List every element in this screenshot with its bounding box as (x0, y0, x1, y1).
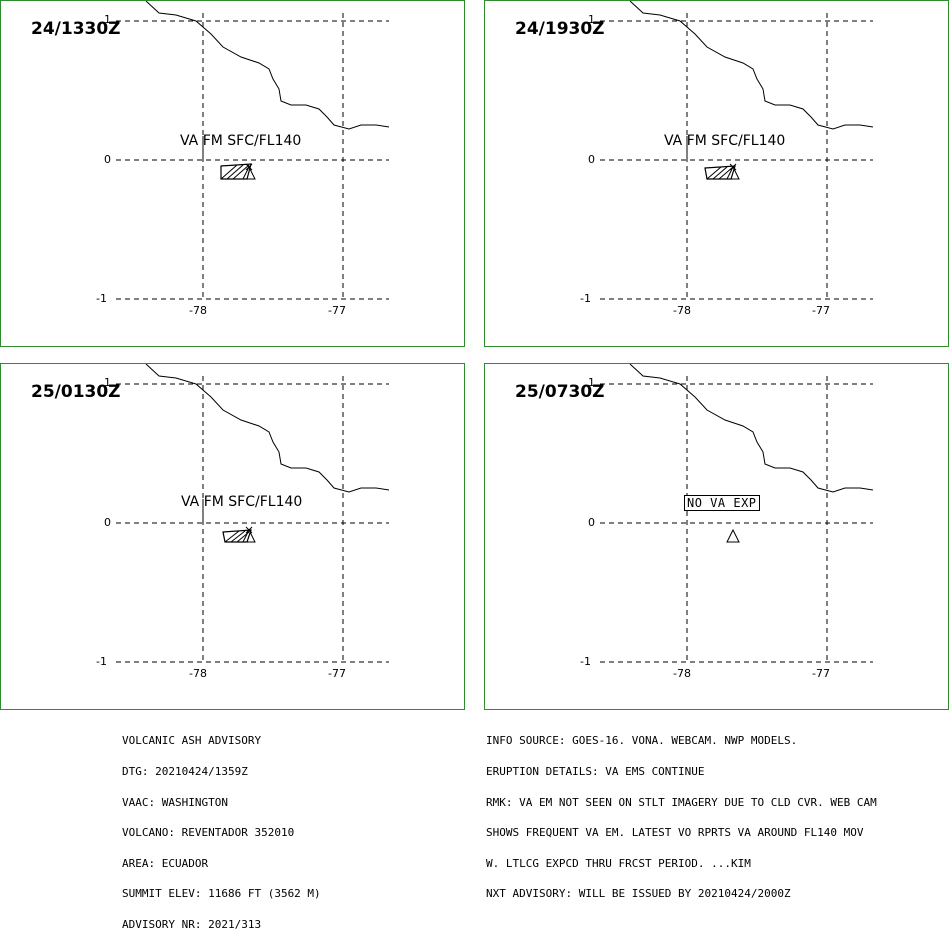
coastline (145, 1, 390, 130)
ash-altitude-label: VA FM SFC/FL140 (181, 494, 303, 510)
forecast-time: 25/0730Z (515, 382, 605, 402)
lon-label-right: -77 (328, 304, 346, 317)
lon-label-left: -78 (673, 304, 691, 317)
lat-label-top: 1 (588, 376, 595, 389)
lat-label-top: 1 (104, 376, 111, 389)
lon-label-right: -77 (812, 304, 830, 317)
map-graphic (116, 1, 390, 300)
map-panel-3: 25/0130Z VA FM SFC/FL140 1 0 -1 -78 -77 (0, 363, 465, 710)
advisory-info-left: VOLCANIC ASH ADVISORY DTG: 20210424/1359… (122, 716, 321, 940)
advisory-line: NXT ADVISORY: WILL BE ISSUED BY 20210424… (486, 887, 791, 901)
lat-label-mid: 0 (588, 516, 595, 529)
lat-label-bot: -1 (580, 292, 591, 305)
advisory-line: AREA: ECUADOR (122, 856, 209, 870)
advisory-line: DTG: 20210424/1359Z (122, 765, 248, 779)
lat-label-bot: -1 (580, 655, 591, 668)
advisory-line: VOLCANIC ASH ADVISORY (122, 734, 262, 748)
forecast-time: 25/0130Z (31, 382, 121, 402)
lat-label-bot: -1 (96, 292, 107, 305)
forecast-time: 24/1930Z (515, 19, 605, 39)
lon-label-left: -78 (673, 667, 691, 680)
lat-label-mid: 0 (104, 153, 111, 166)
coastline (145, 364, 390, 493)
volcano-icon (242, 526, 256, 543)
map-graphic (600, 364, 874, 663)
lat-label-bot: -1 (96, 655, 107, 668)
ash-altitude-label: VA FM SFC/FL140 (664, 133, 786, 149)
advisory-line: INFO SOURCE: GOES-16. VONA. WEBCAM. NWP … (486, 734, 798, 748)
lat-label-top: 1 (104, 13, 111, 26)
volcano-icon (242, 163, 256, 180)
ash-altitude-label: VA FM SFC/FL140 (180, 133, 302, 149)
map-graphic (116, 364, 390, 663)
advisory-line: VAAC: WASHINGTON (122, 795, 228, 809)
advisory-line: ERUPTION DETAILS: VA EMS CONTINUE (486, 765, 705, 779)
no-ash-label: NO VA EXP (684, 495, 760, 511)
advisory-line: RMK: VA EM NOT SEEN ON STLT IMAGERY DUE … (486, 795, 877, 809)
lat-label-mid: 0 (104, 516, 111, 529)
map-panel-4: 25/0730Z NO VA EXP 1 0 -1 -78 -77 (484, 363, 949, 710)
map-panel-2: 24/1930Z VA FM SFC/FL140 1 0 -1 -78 -77 (484, 0, 949, 347)
lat-label-top: 1 (588, 13, 595, 26)
advisory-line: SHOWS FREQUENT VA EM. LATEST VO RPRTS VA… (486, 826, 864, 840)
lat-label-mid: 0 (588, 153, 595, 166)
advisory-line: SUMMIT ELEV: 11686 FT (3562 M) (122, 887, 321, 901)
lon-label-left: -78 (189, 304, 207, 317)
volcano-icon (726, 528, 740, 543)
advisory-line: VOLCANO: REVENTADOR 352010 (122, 826, 295, 840)
map-panel-1: 24/1330Z VA FM SFC/FL140 1 0 -1 -78 -77 (0, 0, 465, 347)
map-graphic (600, 1, 874, 300)
advisory-info-right: INFO SOURCE: GOES-16. VONA. WEBCAM. NWP … (486, 716, 877, 910)
lon-label-left: -78 (189, 667, 207, 680)
forecast-time: 24/1330Z (31, 19, 121, 39)
volcano-icon (726, 163, 740, 180)
advisory-line: ADVISORY NR: 2021/313 (122, 918, 262, 932)
coastline (629, 1, 874, 130)
advisory-line: W. LTLCG EXPCD THRU FRCST PERIOD. ...KIM (486, 856, 751, 870)
lon-label-right: -77 (328, 667, 346, 680)
coastline (629, 364, 874, 493)
lon-label-right: -77 (812, 667, 830, 680)
